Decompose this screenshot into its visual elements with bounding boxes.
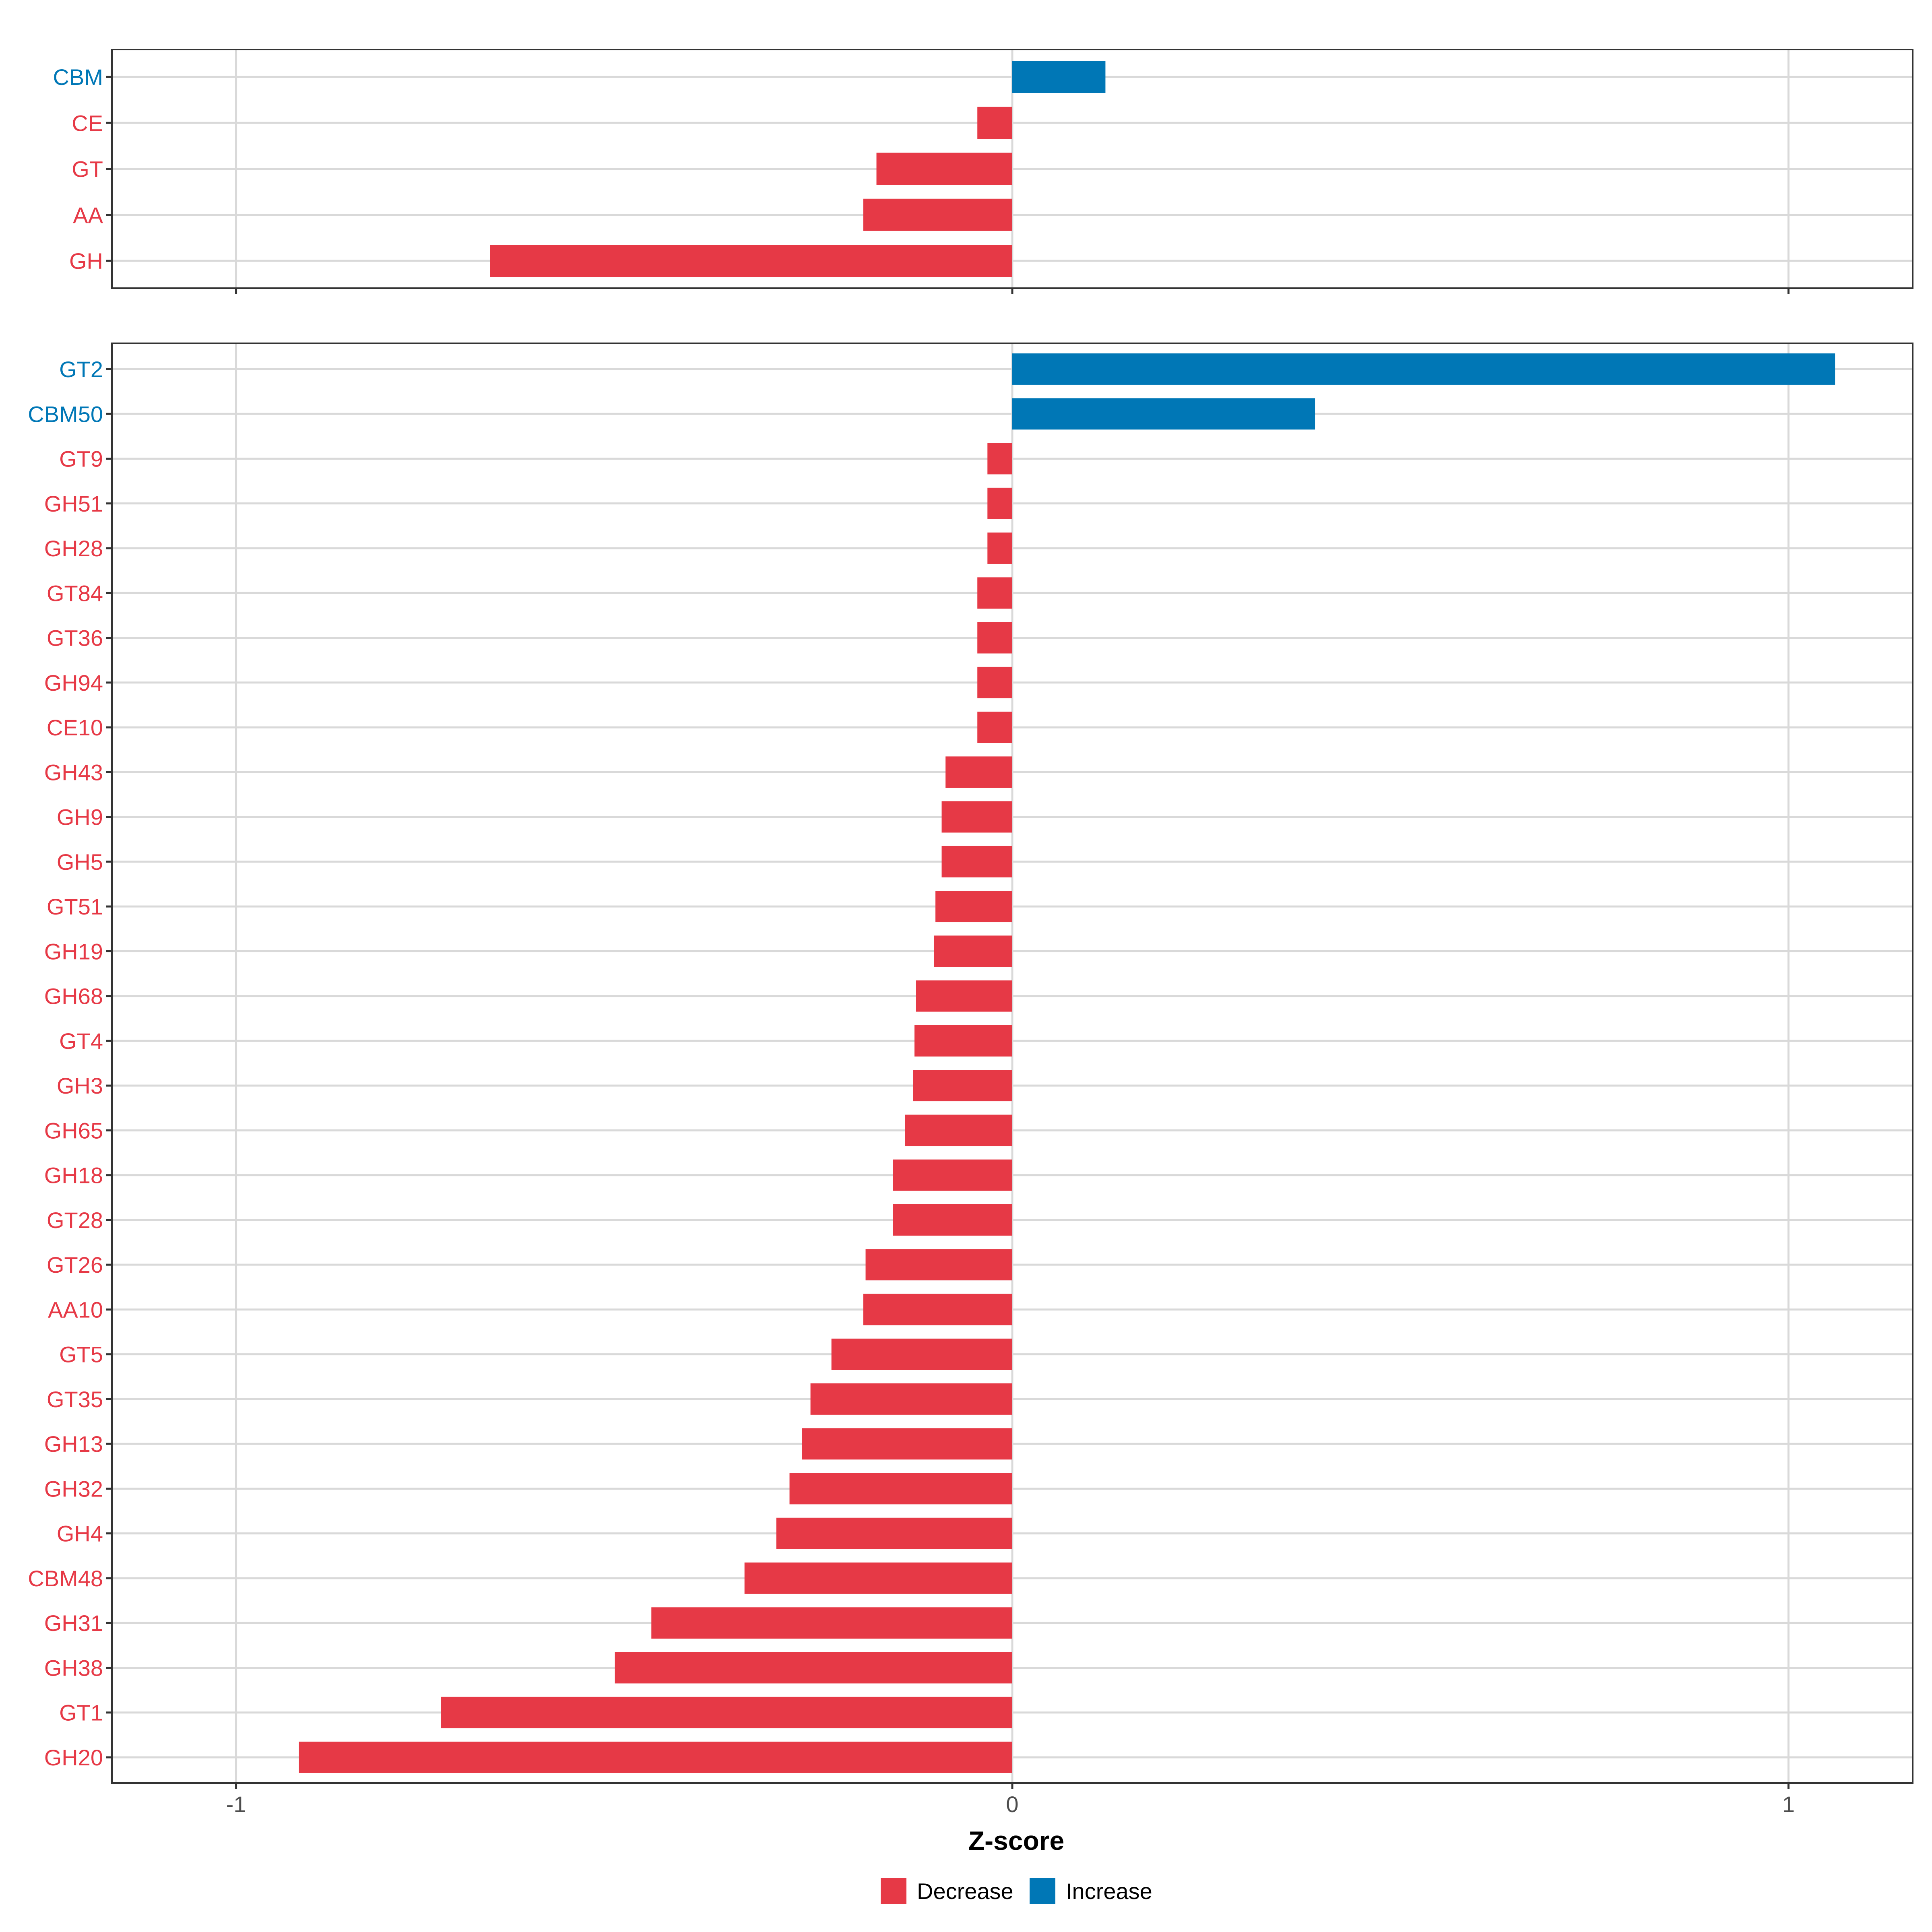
category-label-GH9: GH9 xyxy=(57,805,103,830)
bar-GH51 xyxy=(987,487,1012,519)
category-label-GT9: GT9 xyxy=(59,446,103,472)
bar-GH28 xyxy=(987,533,1012,564)
category-label-GH: GH xyxy=(69,248,103,274)
category-label-GT51: GT51 xyxy=(47,894,103,919)
category-label-GH28: GH28 xyxy=(44,536,103,561)
category-label-CE10: CE10 xyxy=(47,715,103,740)
bar-CBM xyxy=(1012,61,1106,93)
category-label-GH3: GH3 xyxy=(57,1073,103,1098)
category-label-GH38: GH38 xyxy=(44,1655,103,1680)
x-tick-label-1: 0 xyxy=(1006,1792,1018,1817)
top-panel: CBM CE GT AA GH xyxy=(53,49,1913,294)
bar-GH43 xyxy=(945,756,1012,788)
category-label-CE: CE xyxy=(72,110,103,136)
bar-GH3 xyxy=(913,1070,1012,1102)
category-label-AA: AA xyxy=(73,202,103,228)
bar-GH19 xyxy=(934,935,1012,967)
category-label-GH65: GH65 xyxy=(44,1118,103,1143)
bar-GH31 xyxy=(651,1607,1012,1639)
bar-GH65 xyxy=(905,1115,1012,1146)
bar-GT9 xyxy=(987,443,1012,475)
bar-GH20 xyxy=(299,1742,1012,1773)
bar-CE10 xyxy=(977,712,1012,743)
bar-CBM50 xyxy=(1012,398,1315,430)
category-label-GH68: GH68 xyxy=(44,984,103,1009)
bar-GT4 xyxy=(914,1025,1012,1057)
bar-GT35 xyxy=(810,1383,1012,1415)
bar-GH38 xyxy=(615,1652,1012,1684)
x-axis-title: Z-score xyxy=(968,1826,1064,1856)
bar-GT xyxy=(876,153,1012,185)
category-label-GT35: GT35 xyxy=(47,1387,103,1412)
bar-GT26 xyxy=(865,1249,1012,1281)
bar-GH9 xyxy=(941,801,1012,833)
bar-GH4 xyxy=(776,1517,1012,1549)
category-label-GH20: GH20 xyxy=(44,1745,103,1770)
category-label-GH43: GH43 xyxy=(44,760,103,785)
bar-GH xyxy=(490,245,1012,277)
category-label-GH13: GH13 xyxy=(44,1431,103,1457)
bar-GT1 xyxy=(441,1697,1012,1728)
x-axis: -1 0 1 xyxy=(226,1792,1795,1817)
category-label-GT4: GT4 xyxy=(59,1028,103,1054)
category-label-GH18: GH18 xyxy=(44,1163,103,1188)
bar-GT84 xyxy=(977,577,1012,609)
category-label-GT: GT xyxy=(72,157,103,182)
bar-GH5 xyxy=(941,846,1012,877)
category-label-GH4: GH4 xyxy=(57,1521,103,1546)
bar-AA10 xyxy=(863,1294,1012,1325)
bar-GT2 xyxy=(1012,353,1835,385)
category-label-GT36: GT36 xyxy=(47,625,103,651)
bar-GH32 xyxy=(789,1473,1012,1505)
category-label-AA10: AA10 xyxy=(48,1297,103,1322)
bar-GT36 xyxy=(977,622,1012,654)
legend: Decrease Increase xyxy=(881,1878,1152,1904)
category-label-GT84: GT84 xyxy=(47,580,103,606)
x-tick-label-0: -1 xyxy=(226,1792,246,1817)
legend-swatch-decrease xyxy=(881,1878,906,1904)
x-tick-label-2: 1 xyxy=(1782,1792,1795,1817)
bottom-panel: GT2 CBM50 GT9 GH51 GH28 GT84 GT36 GH94 CE10 GH43 G… xyxy=(28,343,1913,1789)
category-label-GH32: GH32 xyxy=(44,1476,103,1501)
bar-GH13 xyxy=(802,1428,1012,1460)
bar-GT51 xyxy=(935,891,1012,923)
category-label-GH31: GH31 xyxy=(44,1610,103,1636)
legend-label-decrease: Decrease xyxy=(917,1878,1013,1904)
category-label-GT1: GT1 xyxy=(59,1700,103,1726)
category-label-GT26: GT26 xyxy=(47,1252,103,1278)
bar-AA xyxy=(863,198,1012,231)
legend-swatch-increase xyxy=(1030,1878,1055,1904)
category-label-GH94: GH94 xyxy=(44,670,103,696)
category-label-GT5: GT5 xyxy=(59,1342,103,1367)
category-label-GT28: GT28 xyxy=(47,1208,103,1233)
category-label-GT2: GT2 xyxy=(59,357,103,382)
bar-GH18 xyxy=(893,1159,1012,1191)
bar-GH94 xyxy=(977,667,1012,698)
category-label-CBM48: CBM48 xyxy=(28,1566,103,1591)
bar-CE xyxy=(977,107,1012,139)
category-label-CBM: CBM xyxy=(53,64,103,90)
legend-label-increase: Increase xyxy=(1066,1878,1152,1904)
bar-GT5 xyxy=(831,1338,1012,1370)
bar-GH68 xyxy=(916,980,1012,1012)
category-label-GH51: GH51 xyxy=(44,491,103,516)
category-label-GH5: GH5 xyxy=(57,849,103,875)
category-label-GH19: GH19 xyxy=(44,939,103,964)
bar-GT28 xyxy=(893,1204,1012,1236)
category-label-CBM50: CBM50 xyxy=(28,401,103,427)
bar-CBM48 xyxy=(744,1563,1012,1594)
